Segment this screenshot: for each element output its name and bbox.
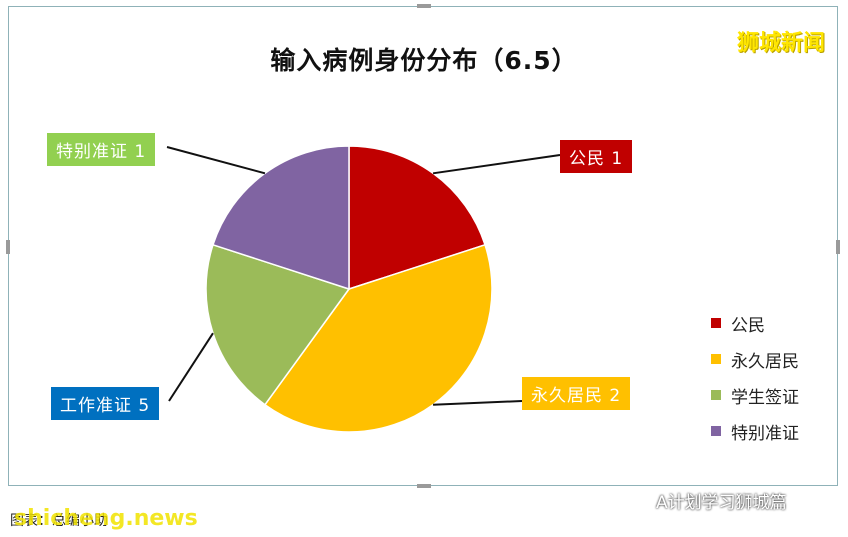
legend-swatch bbox=[711, 318, 721, 328]
legend-label: 学生签证 bbox=[731, 387, 799, 408]
leader-line-permanent-resident bbox=[433, 400, 523, 406]
site-watermark: shicheng.news bbox=[14, 506, 198, 531]
legend-swatch bbox=[711, 390, 721, 400]
slice-citizen bbox=[348, 145, 486, 291]
legend-item-citizen: 公民 bbox=[711, 305, 799, 341]
leader-line-citizen bbox=[432, 154, 561, 175]
slice-special-pass bbox=[212, 145, 350, 291]
source-credit: 图表：总编小助 bbox=[10, 513, 108, 529]
data-label-special-pass: 特别准证 1 bbox=[47, 133, 156, 166]
wechat-account-tag: A计划学习狮城篇 bbox=[628, 488, 787, 513]
legend-item-student-pass: 学生签证 bbox=[711, 377, 799, 413]
chart-legend: 公民 永久居民 学生签证 特别准证 bbox=[711, 305, 799, 449]
data-label-permanent-resident: 永久居民 2 bbox=[522, 377, 631, 410]
legend-label: 特别准证 bbox=[731, 423, 799, 444]
chart-title: 输入病例身份分布（6.5） bbox=[270, 46, 578, 75]
legend-item-permanent-resident: 永久居民 bbox=[711, 341, 799, 377]
resize-handle-top[interactable] bbox=[417, 4, 431, 8]
legend-swatch bbox=[711, 426, 721, 436]
slice-student-pass bbox=[205, 243, 351, 406]
resize-handle-bottom[interactable] bbox=[417, 484, 431, 488]
slice-permanent-resident bbox=[263, 243, 493, 433]
leader-lines bbox=[166, 146, 561, 406]
leader-line-special-pass bbox=[166, 146, 266, 175]
watermark-logo: 狮城新闻 bbox=[736, 31, 825, 56]
legend-label: 永久居民 bbox=[731, 351, 799, 372]
pie-chart bbox=[166, 145, 561, 433]
data-label-work-pass: 工作准证 5 bbox=[51, 387, 160, 420]
wechat-icon bbox=[628, 493, 650, 509]
legend-label: 公民 bbox=[731, 315, 765, 336]
chart-frame: 输入病例身份分布（6.5） 狮城新闻 公民 1 永久居民 2 工作准证 5 特别… bbox=[6, 4, 840, 488]
wechat-account-name: A计划学习狮城篇 bbox=[656, 493, 787, 513]
resize-handle-right[interactable] bbox=[836, 240, 840, 254]
legend-item-special-pass: 特别准证 bbox=[711, 413, 799, 449]
legend-swatch bbox=[711, 354, 721, 364]
leader-line-work-pass bbox=[168, 332, 214, 402]
resize-handle-left[interactable] bbox=[6, 240, 10, 254]
pie-slices bbox=[205, 145, 493, 433]
data-label-citizen: 公民 1 bbox=[560, 140, 633, 173]
